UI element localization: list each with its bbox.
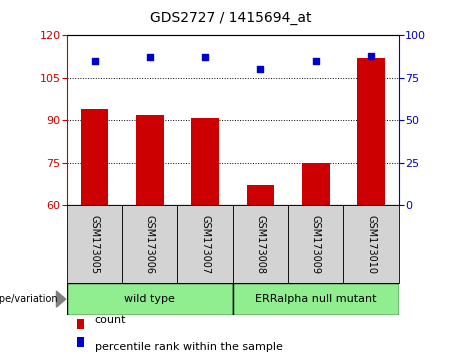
Text: GSM173010: GSM173010 <box>366 215 376 274</box>
Text: wild type: wild type <box>124 294 175 304</box>
FancyBboxPatch shape <box>233 283 399 315</box>
Point <box>91 58 98 64</box>
Text: GSM173007: GSM173007 <box>200 215 210 274</box>
Text: GSM173006: GSM173006 <box>145 215 155 274</box>
Text: ERRalpha null mutant: ERRalpha null mutant <box>255 294 377 304</box>
Bar <box>302 163 330 205</box>
Bar <box>191 118 219 205</box>
Bar <box>77 337 84 347</box>
FancyBboxPatch shape <box>288 205 343 283</box>
Point <box>201 55 209 60</box>
Text: GDS2727 / 1415694_at: GDS2727 / 1415694_at <box>150 11 311 25</box>
FancyBboxPatch shape <box>343 205 399 283</box>
Point <box>257 67 264 72</box>
Bar <box>136 115 164 205</box>
Text: genotype/variation: genotype/variation <box>0 294 58 304</box>
FancyBboxPatch shape <box>233 205 288 283</box>
Point <box>367 53 375 59</box>
Bar <box>77 319 84 329</box>
FancyBboxPatch shape <box>67 283 233 315</box>
Point <box>312 58 319 64</box>
Text: count: count <box>95 315 126 325</box>
Text: percentile rank within the sample: percentile rank within the sample <box>95 342 283 352</box>
FancyBboxPatch shape <box>177 205 233 283</box>
Point <box>146 55 154 60</box>
Bar <box>247 185 274 205</box>
Bar <box>357 58 385 205</box>
FancyBboxPatch shape <box>122 205 177 283</box>
Polygon shape <box>56 291 65 307</box>
Text: GSM173005: GSM173005 <box>89 215 100 274</box>
Text: GSM173008: GSM173008 <box>255 215 266 274</box>
Bar <box>81 109 108 205</box>
Text: GSM173009: GSM173009 <box>311 215 321 274</box>
FancyBboxPatch shape <box>67 205 122 283</box>
